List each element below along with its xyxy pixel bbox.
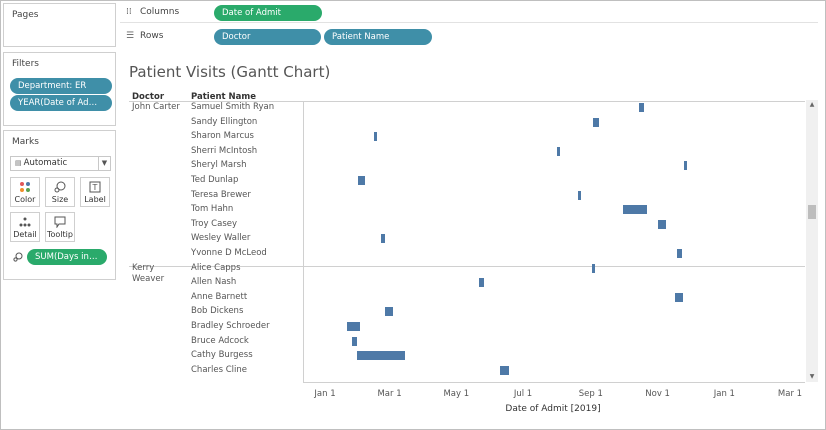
patient-label[interactable]: Allen Nash	[191, 277, 237, 288]
marks-title: Marks	[12, 137, 39, 147]
patient-label[interactable]: Sharon Marcus	[191, 131, 254, 142]
gantt-bar[interactable]	[346, 322, 360, 331]
x-tick-label: Mar 1	[377, 389, 402, 399]
gantt-bar[interactable]	[380, 234, 386, 244]
size-icon	[46, 181, 74, 194]
rows-icon: ☰	[126, 31, 135, 41]
gantt-bar[interactable]	[593, 117, 599, 127]
filter-pill-department[interactable]: Department: ER	[10, 78, 112, 94]
patient-label[interactable]: Bradley Schroeder	[191, 321, 270, 331]
patient-label[interactable]: Bruce Adcock	[191, 335, 249, 346]
gantt-bar[interactable]	[622, 205, 647, 215]
patient-label[interactable]: Yvonne D McLeod	[191, 248, 267, 258]
rows-pill-doctor[interactable]: Doctor	[214, 29, 321, 45]
size-encoding-icon	[13, 252, 23, 265]
doctor-label: Kerry Weaver	[132, 262, 165, 284]
gantt-bar[interactable]	[577, 190, 581, 200]
columns-pill-date-of-admit[interactable]: Date of Admit	[214, 5, 322, 21]
pages-card[interactable]: Pages	[3, 3, 116, 47]
marks-size-pill[interactable]: SUM(Days in ...	[27, 249, 107, 265]
header-divider	[129, 101, 805, 102]
row-header-divider	[303, 101, 304, 382]
gantt-bar[interactable]	[639, 103, 645, 112]
x-tick-label: Jul 1	[513, 389, 533, 399]
tooltip-button[interactable]: Tooltip	[45, 212, 75, 242]
scrollbar-thumb[interactable]	[808, 205, 816, 219]
chevron-down-icon[interactable]: ▼	[98, 157, 110, 170]
patient-label[interactable]: Anne Barnett	[191, 291, 248, 302]
x-tick-label: Nov 1	[645, 389, 670, 399]
rows-label: ☰ Rows	[126, 31, 164, 41]
x-axis-title: Date of Admit [2019]	[505, 404, 601, 414]
x-tick-label: Mar 1	[777, 389, 803, 399]
doctor-label: John Carter	[132, 102, 180, 112]
rows-pill-patient-name[interactable]: Patient Name	[324, 29, 432, 45]
patient-label[interactable]: Alice Capps	[191, 262, 241, 273]
color-icon	[11, 181, 39, 194]
pages-title: Pages	[12, 10, 39, 20]
header-patient-name: Patient Name	[191, 92, 257, 102]
gantt-bar[interactable]	[591, 263, 595, 273]
patient-label[interactable]: Wesley Waller	[191, 233, 251, 244]
scroll-up-icon[interactable]: ▲	[809, 101, 815, 108]
tooltip-icon	[46, 216, 74, 229]
gantt-bar[interactable]	[356, 351, 405, 361]
patient-label[interactable]: Ted Dunlap	[191, 175, 239, 185]
detail-icon	[11, 216, 39, 229]
patient-label[interactable]: Sherri McIntosh	[191, 145, 258, 156]
columns-shelf[interactable]: ⁞⁞ Columns Date of Admit	[120, 3, 818, 23]
x-tick-label: Sep 1	[578, 389, 603, 399]
gantt-bar[interactable]	[479, 278, 484, 288]
gantt-bar[interactable]	[385, 307, 393, 317]
x-axis-line	[303, 382, 805, 383]
patient-label[interactable]: Bob Dickens	[191, 306, 244, 317]
group-separator	[129, 265, 805, 267]
detail-button[interactable]: Detail	[10, 212, 40, 242]
chart-title: Patient Visits (Gantt Chart)	[129, 63, 331, 81]
gantt-bar[interactable]	[374, 132, 378, 142]
x-tick-label: Jan 1	[713, 389, 735, 399]
patient-label[interactable]: Charles Cline	[191, 364, 248, 375]
gantt-bar[interactable]	[357, 176, 366, 185]
filters-card: Filters Department: ER YEAR(Date of Admi…	[3, 52, 116, 126]
header-doctor: Doctor	[132, 92, 165, 102]
gantt-bar[interactable]	[683, 161, 688, 171]
vertical-scrollbar[interactable]: ▲ ▼	[806, 100, 818, 382]
patient-label[interactable]: Sandy Ellington	[191, 116, 258, 127]
filter-pill-year[interactable]: YEAR(Date of Admit...	[10, 95, 112, 111]
x-tick-label: May 1	[443, 389, 470, 399]
x-tick-label: Jan 1	[314, 389, 336, 399]
scroll-down-icon[interactable]: ▼	[809, 373, 815, 380]
patient-label[interactable]: Samuel Smith Ryan	[191, 102, 275, 112]
gantt-bar[interactable]	[500, 365, 509, 375]
patient-label[interactable]: Tom Hahn	[191, 204, 234, 215]
size-button[interactable]: Size	[45, 177, 75, 207]
patient-label[interactable]: Teresa Brewer	[191, 189, 251, 200]
gantt-bar[interactable]	[556, 146, 560, 156]
gantt-bar[interactable]	[677, 249, 682, 258]
label-button[interactable]: T Label	[80, 177, 110, 207]
patient-label[interactable]: Troy Casey	[191, 218, 238, 229]
columns-label: ⁞⁞ Columns	[126, 7, 180, 17]
patient-label[interactable]: Sheryl Marsh	[191, 160, 247, 171]
color-button[interactable]: Color	[10, 177, 40, 207]
filters-title: Filters	[12, 59, 39, 69]
label-icon: T	[81, 181, 109, 194]
mark-type-dropdown[interactable]: ▤ Automatic ▼	[10, 156, 111, 171]
svg-text:T: T	[92, 183, 98, 192]
viz-view	[122, 54, 822, 426]
gantt-bar[interactable]	[657, 219, 667, 229]
patient-label[interactable]: Cathy Burgess	[191, 350, 253, 361]
mark-type-icon: ▤	[15, 159, 22, 167]
rows-shelf[interactable]: ☰ Rows Doctor Patient Name	[120, 27, 818, 47]
columns-icon: ⁞⁞	[126, 7, 132, 17]
gantt-bar[interactable]	[675, 292, 683, 302]
gantt-bar[interactable]	[352, 336, 357, 346]
